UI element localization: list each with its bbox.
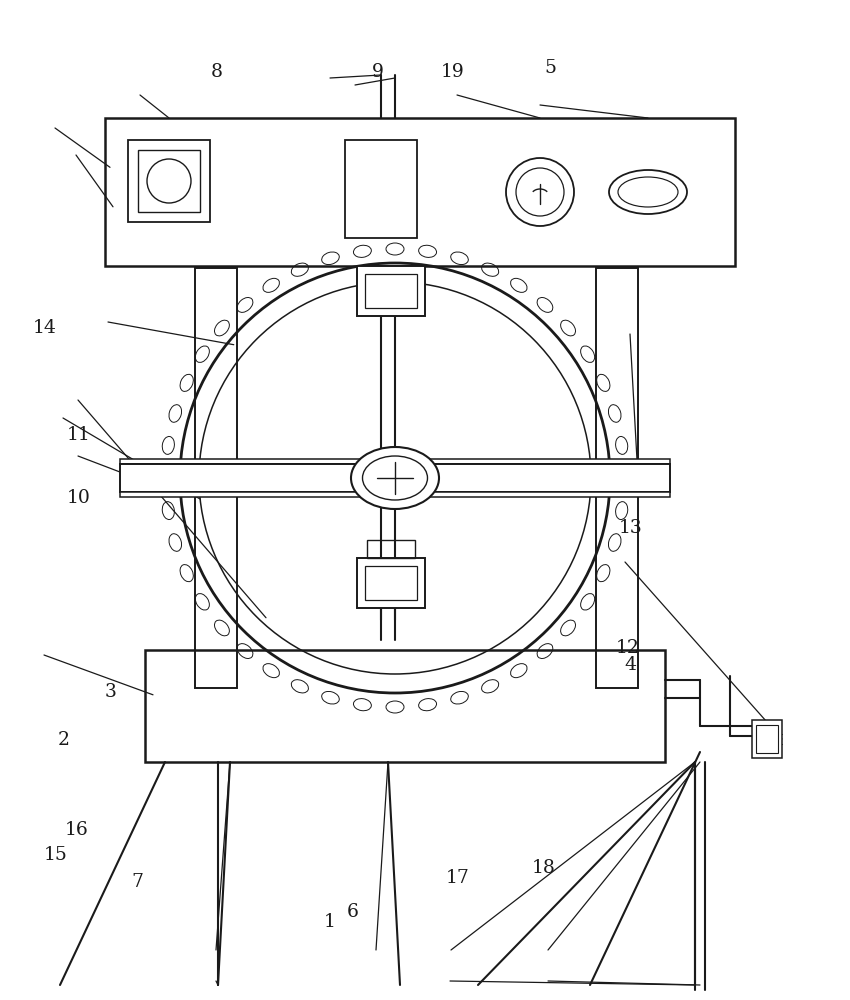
Text: 18: 18: [532, 859, 556, 877]
Text: 6: 6: [347, 903, 359, 921]
Bar: [195, 268, 237, 688]
Text: 15: 15: [43, 846, 67, 864]
Text: 11: 11: [66, 426, 90, 444]
Bar: [752, 720, 782, 758]
Text: 7: 7: [132, 873, 144, 891]
Bar: [145, 650, 665, 762]
Text: 19: 19: [440, 63, 464, 81]
Bar: [367, 540, 415, 558]
Bar: [138, 150, 200, 212]
Bar: [365, 274, 417, 308]
Bar: [120, 492, 670, 497]
Bar: [120, 459, 670, 464]
Text: 1: 1: [324, 913, 336, 931]
Text: 3: 3: [105, 683, 116, 701]
Text: 14: 14: [32, 319, 56, 337]
Bar: [357, 266, 425, 316]
Text: 13: 13: [619, 519, 643, 537]
Text: 12: 12: [615, 639, 639, 657]
Text: 8: 8: [211, 63, 223, 81]
Text: 17: 17: [445, 869, 469, 887]
Bar: [345, 140, 417, 238]
Bar: [105, 118, 735, 266]
Text: 16: 16: [65, 821, 88, 839]
Ellipse shape: [351, 447, 439, 509]
Bar: [756, 725, 778, 753]
Text: 2: 2: [58, 731, 70, 749]
Bar: [365, 566, 417, 600]
Text: 4: 4: [625, 656, 637, 674]
Text: 10: 10: [66, 489, 90, 507]
Bar: [120, 464, 670, 492]
Text: 5: 5: [545, 59, 557, 77]
Bar: [596, 268, 638, 688]
Bar: [128, 140, 210, 222]
Text: 9: 9: [372, 63, 384, 81]
Bar: [357, 558, 425, 608]
